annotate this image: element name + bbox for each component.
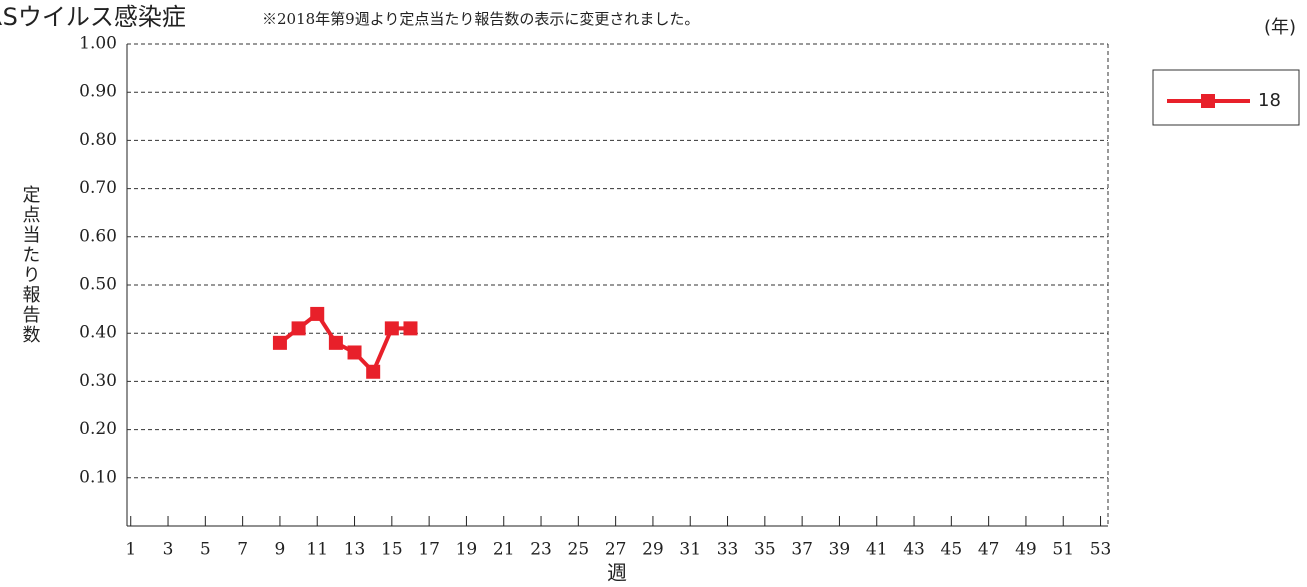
x-tick-label: 23 [530,540,552,560]
x-tick-label: 51 [1052,540,1074,560]
data-point [347,345,362,360]
y-tick-label: 0.70 [79,178,117,198]
x-tick-label: 47 [978,540,1000,560]
x-tick-label: 49 [1015,540,1037,560]
data-point [366,364,381,379]
legend-box [1152,69,1300,126]
y-tick-label: 0.50 [79,275,117,295]
x-tick-label: 53 [1090,540,1112,560]
y-tick-label: 0.30 [79,371,117,391]
x-tick-label: 39 [829,540,851,560]
x-tick-label: 13 [344,540,366,560]
x-tick-label: 37 [791,540,813,560]
legend-marker [1201,94,1215,108]
x-tick-label: 27 [605,540,627,560]
data-point [310,306,325,321]
y-tick-label: 0.90 [79,82,117,102]
x-tick-label: 7 [237,540,248,560]
x-tick-label: 17 [418,540,440,560]
y-tick-label: 0.80 [79,130,117,150]
x-tick-label: 21 [493,540,515,560]
x-axis-label: 週 [607,561,627,585]
x-tick-label: 29 [642,540,664,560]
y-axis-label: 定点当たり報告数 [20,185,41,345]
x-tick-label: 43 [903,540,925,560]
y-tick-label: 0.40 [79,323,117,343]
x-tick-label: 11 [306,540,328,560]
x-tick-label: 31 [679,540,701,560]
data-point [328,335,343,350]
x-tick-label: 15 [381,540,403,560]
x-tick-label: 41 [866,540,888,560]
chart-title: RSウイルス感染症 [0,3,186,31]
x-tick-label: 3 [163,540,174,560]
y-tick-label: 0.60 [79,226,117,246]
x-tick-label: 1 [125,540,136,560]
x-tick-label: 5 [200,540,211,560]
x-tick-label: 25 [568,540,590,560]
legend-title: (年) [1264,17,1296,38]
y-tick-label: 1.00 [79,34,117,54]
x-tick-label: 9 [275,540,286,560]
data-point [403,321,418,336]
x-tick-label: 19 [456,540,478,560]
x-tick-label: 35 [754,540,776,560]
chart-subtitle: ※2018年第9週より定点当たり報告数の表示に変更されました。 [262,10,699,28]
data-point [291,321,306,336]
y-tick-label: 0.20 [79,419,117,439]
data-point [384,321,399,336]
x-tick-label: 33 [717,540,739,560]
data-point [272,335,287,350]
y-tick-label: 0.10 [79,467,117,487]
x-tick-label: 45 [941,540,963,560]
legend-label: 18 [1258,90,1281,111]
